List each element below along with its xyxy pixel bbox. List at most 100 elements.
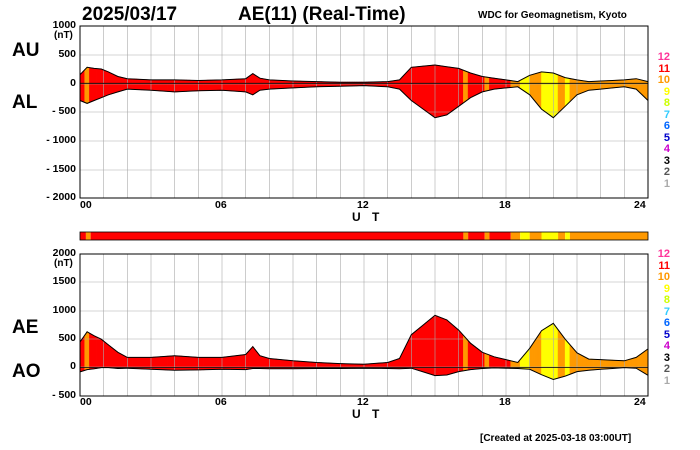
fill-band-ae-217 <box>593 358 597 371</box>
fill-band-au-92 <box>297 80 301 89</box>
fill-band-au-145 <box>422 65 426 112</box>
fill-band-ae-218 <box>595 359 599 370</box>
level-legend-3: 3 <box>663 351 670 364</box>
fill-band-ae-14 <box>112 347 116 369</box>
activity-segment-2 <box>90 232 464 240</box>
fill-band-au-49 <box>195 80 199 92</box>
level-legend-10: 10 <box>657 271 670 283</box>
fill-band-au-196 <box>543 71 547 114</box>
fill-band-au-37 <box>167 79 171 92</box>
fill-band-au-209 <box>574 79 578 98</box>
fill-band-au-187 <box>522 77 526 93</box>
fill-band-au-51 <box>200 80 204 92</box>
fill-band-au-60 <box>221 79 225 91</box>
fill-band-au-207 <box>569 78 573 103</box>
fill-band-au-34 <box>160 79 164 92</box>
fill-band-au-54 <box>207 79 211 91</box>
fill-band-au-169 <box>479 75 483 94</box>
fill-band-au-61 <box>224 79 228 91</box>
fill-band-au-154 <box>444 66 448 116</box>
activity-segment-3 <box>463 232 469 240</box>
activity-segment-10 <box>541 232 559 240</box>
fill-band-au-87 <box>285 80 289 89</box>
activity-segment-8 <box>520 232 530 240</box>
al-line <box>79 85 649 119</box>
level-legend-7: 7 <box>663 305 670 318</box>
fill-band-au-151 <box>437 64 441 118</box>
y-tick-label: 1000 <box>52 304 76 316</box>
fill-band-ae-166 <box>472 344 476 370</box>
fill-band-au-1 <box>82 69 86 103</box>
activity-segment-1 <box>85 232 91 240</box>
fill-band-au-222 <box>605 80 609 89</box>
x-tick-label: 18 <box>499 396 511 408</box>
fill-band-ae-1 <box>82 334 86 372</box>
fill-band-au-197 <box>545 71 549 115</box>
fill-band-ae-150 <box>434 314 438 376</box>
fill-band-ae-204 <box>562 335 566 378</box>
x-tick-label: 06 <box>215 396 227 408</box>
fill-band-ae-141 <box>413 330 417 371</box>
level-legend-12: 12 <box>657 51 670 63</box>
fill-band-au-35 <box>162 79 166 92</box>
level-legend-11: 11 <box>658 62 670 75</box>
fill-band-ae-197 <box>545 325 549 379</box>
fill-band-au-64 <box>231 79 235 92</box>
fill-band-au-43 <box>181 79 185 92</box>
fill-band-ae-205 <box>564 338 568 377</box>
fill-band-au-52 <box>202 79 206 91</box>
level-legend-9: 9 <box>663 282 670 295</box>
fill-band-au-93 <box>299 80 303 88</box>
fill-band-au-202 <box>557 74 561 114</box>
fill-band-ae-212 <box>581 354 585 372</box>
fill-band-ae-237 <box>640 351 644 373</box>
fill-band-au-85 <box>280 80 284 89</box>
level-legend-8: 8 <box>663 97 670 109</box>
fill-band-au-203 <box>560 75 564 112</box>
series-label-ae: AE <box>12 317 39 338</box>
fill-band-au-146 <box>425 65 429 114</box>
fill-band-au-90 <box>292 80 296 89</box>
fill-band-au-47 <box>190 79 194 92</box>
activity-segment-13 <box>569 232 648 240</box>
au-line <box>79 64 649 83</box>
fill-band-au-165 <box>470 72 474 99</box>
fill-band-au-48 <box>193 80 197 92</box>
fill-band-ae-214 <box>586 357 590 371</box>
level-legend-5: 5 <box>663 328 670 341</box>
fill-band-au-88 <box>287 80 291 89</box>
fill-band-ae-210 <box>576 352 580 372</box>
fill-band-au-194 <box>538 71 542 110</box>
fill-band-au-50 <box>198 80 201 92</box>
fill-band-au-55 <box>209 79 213 91</box>
fill-band-ae-146 <box>425 320 429 374</box>
fill-band-ae-140 <box>411 332 415 370</box>
fill-band-au-46 <box>188 79 192 92</box>
fill-band-au-162 <box>463 69 467 104</box>
fill-band-au-71 <box>247 74 251 95</box>
fill-band-ae-147 <box>427 318 431 375</box>
level-legend-1: 1 <box>663 177 670 190</box>
fill-band-ae-211 <box>579 353 583 372</box>
fill-band-ae-17 <box>119 353 123 369</box>
fill-band-ae-173 <box>489 354 493 369</box>
fill-band-ae-169 <box>479 349 483 370</box>
fill-band-au-5 <box>91 67 95 102</box>
fill-band-au-86 <box>283 80 287 89</box>
level-legend-4: 4 <box>663 340 670 352</box>
fill-band-au-198 <box>548 72 552 117</box>
level-legend-12: 12 <box>657 248 670 260</box>
x-tick-label: 06 <box>215 199 227 211</box>
fill-band-au-216 <box>590 81 594 91</box>
fill-band-ae-159 <box>455 327 459 373</box>
fill-band-au-79 <box>266 79 270 90</box>
fill-band-au-143 <box>418 66 422 109</box>
fill-band-au-147 <box>427 65 431 115</box>
activity-segment-12 <box>565 232 570 240</box>
activity-segment-7 <box>510 232 521 240</box>
fill-band-au-163 <box>465 70 469 102</box>
fill-band-ae-4 <box>89 332 93 370</box>
fill-band-ae-170 <box>482 351 486 369</box>
fill-band-au-152 <box>439 65 443 117</box>
fill-band-au-36 <box>164 79 168 92</box>
